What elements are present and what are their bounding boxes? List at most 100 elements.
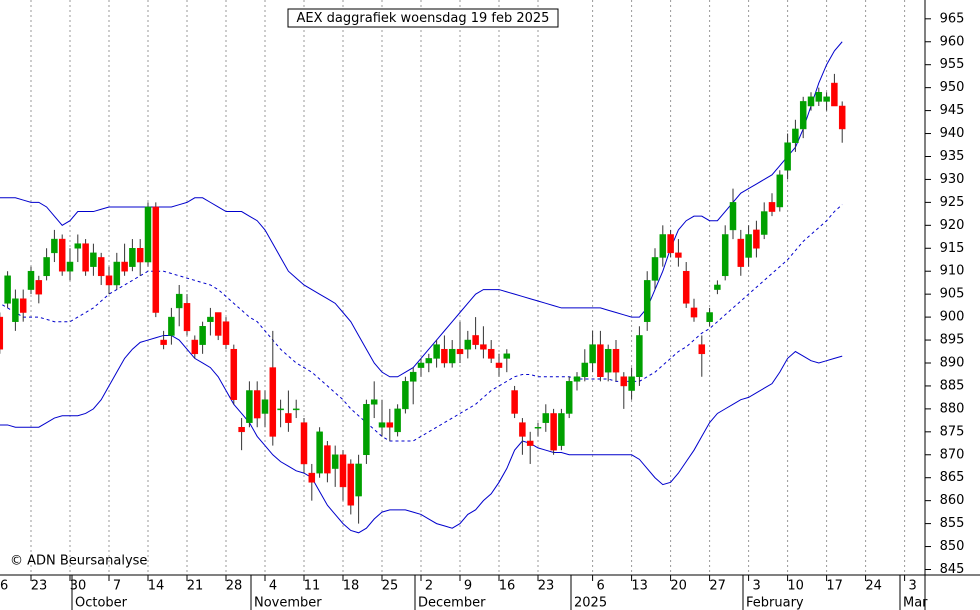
candle-body [12,298,19,322]
candle-body [690,307,698,318]
candle-body [0,316,4,350]
candle-body [831,82,838,107]
candle-body [721,234,729,277]
candle-body [285,413,292,423]
candle-body [667,234,674,254]
x-tick-label: 7 [113,579,121,594]
y-tick-label: 850 [940,539,965,554]
candle-body [760,211,768,235]
x-tick-label: 4 [269,579,277,594]
candle-body [394,408,401,433]
candle-body [113,261,121,286]
candle-body [4,275,11,304]
candle-body [347,463,355,506]
candle-body [82,243,89,272]
candle-body [706,312,713,322]
x-tick-label: 21 [187,579,204,594]
x-tick-label: 18 [343,579,360,594]
x-tick-label: 17 [826,579,843,594]
candle-body [292,408,300,411]
y-tick-label: 955 [940,57,965,72]
month-label: February [746,596,804,610]
y-tick-label: 940 [940,126,965,141]
candle-body [799,101,807,130]
candle-body [90,252,97,267]
candle-body [823,96,830,102]
candle-body [168,316,175,336]
x-tick-label: 23 [538,579,555,594]
candle-body [682,270,690,304]
x-tick-label: 16 [499,579,516,594]
candle-body [214,312,222,336]
y-tick-label: 865 [940,470,965,485]
month-label: October [75,596,128,610]
candle-body [191,339,199,355]
y-tick-label: 895 [940,333,965,348]
candle-body [238,426,245,433]
candle-body [35,280,43,295]
candle-body [526,440,534,446]
month-label: Mar [903,596,928,610]
candle-body [792,128,799,143]
candle-body [105,275,113,286]
candle-body [737,238,745,267]
x-tick-label: 27 [709,579,726,594]
title-box [287,8,559,28]
candle-body [43,257,50,277]
candle-body [565,381,573,414]
x-tick-label: 23 [31,579,48,594]
x-tick-label: 20 [670,579,687,594]
candle-body [643,280,651,322]
candle-body [729,202,737,231]
x-tick-label: 10 [787,579,804,594]
y-tick-label: 870 [940,447,965,462]
candle-body [386,422,394,428]
candle-body [441,348,448,364]
candle-body [425,358,433,364]
x-tick-label: 2 [425,579,433,594]
candle-body [363,404,370,456]
candle-body [838,105,846,130]
copyright: © ADN Beursanalyse [10,554,147,569]
lower-band [0,334,843,534]
candle-body [550,413,557,451]
candle-body [480,344,487,350]
candle-body [714,284,721,290]
candle-body [745,234,752,258]
candle-body [776,174,784,208]
candle-body [698,344,706,355]
candle-body [308,472,316,483]
candle-body [27,270,35,290]
candle-body [152,206,160,313]
candle-body [807,96,815,107]
candle-body [19,298,27,313]
candle-body [316,431,323,474]
candle-body [269,367,277,437]
x-tick-label: 6 [596,579,604,594]
candle-body [464,339,472,350]
x-tick-label: 30 [70,579,87,594]
candle-body [456,348,464,355]
candle-body [144,206,152,263]
y-tick-label: 905 [940,287,965,302]
candle-body [136,248,144,263]
x-tick-label: 13 [631,579,648,594]
candle-body [581,362,589,378]
candle-body [503,353,511,359]
candle-body [659,234,667,258]
candle-body [58,238,66,272]
x-tick-label: 16 [0,579,8,594]
y-tick-label: 945 [940,103,965,118]
y-tick-label: 960 [940,34,965,49]
y-tick-label: 885 [940,378,965,393]
y-tick-label: 950 [940,80,965,95]
candle-body [66,261,74,272]
y-tick-label: 890 [940,355,965,370]
month-label: November [254,596,322,610]
x-tick-label: 3 [908,579,916,594]
candle-body [612,348,620,373]
y-tick-label: 875 [940,424,965,439]
candle-body [253,390,261,419]
